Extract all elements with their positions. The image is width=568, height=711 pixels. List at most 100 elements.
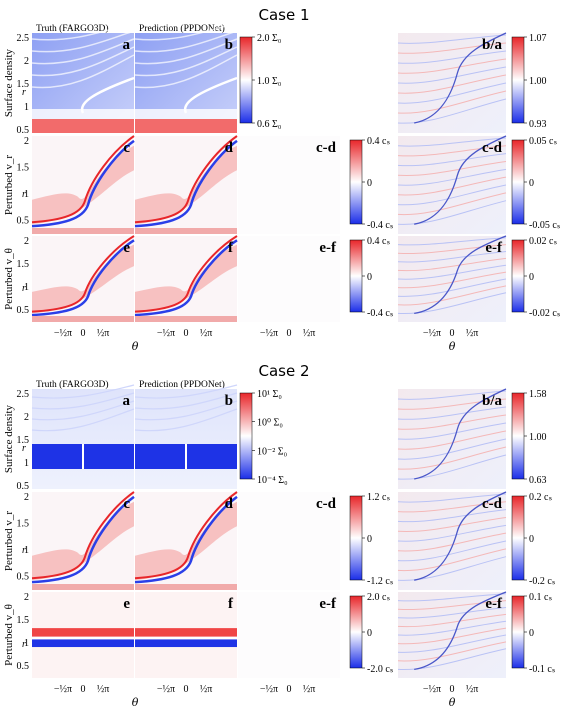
panel-letter: b/a xyxy=(482,393,503,409)
colorbar-tick-label: -2.0 cₛ xyxy=(367,664,394,675)
y-tick-label: 2 xyxy=(24,592,29,603)
panel-letter: f xyxy=(228,596,234,612)
spiral-arm xyxy=(31,54,135,89)
inner-band xyxy=(135,639,237,648)
error-streak xyxy=(397,192,507,216)
colorbar-tick-label: 0.2 cₛ xyxy=(529,492,552,503)
spiral-arm xyxy=(134,38,238,65)
error-streak xyxy=(397,34,507,44)
y-tick-label: 2 xyxy=(24,236,29,247)
error-streak xyxy=(397,237,507,246)
error-streak xyxy=(397,285,507,306)
error-spiral xyxy=(414,591,507,671)
spiral-arm xyxy=(31,400,135,421)
panel-letter: d xyxy=(225,140,234,156)
y-tick-label: 1.5 xyxy=(17,615,30,626)
row-2: Perturbed v_r r 2 1.5 1 0.5 c d c-d c-d 1.2 cₛ 0 -1.… xyxy=(3,491,556,590)
colorbar-tick-label: 0.02 cₛ xyxy=(529,236,557,247)
error-spiral xyxy=(414,135,507,225)
error-background xyxy=(238,492,340,590)
spiral-arm xyxy=(31,139,135,228)
y-tick-label: 2 xyxy=(24,412,29,423)
error-streak xyxy=(397,390,507,400)
outer-band xyxy=(32,628,134,637)
spiral-arm xyxy=(134,408,238,432)
spiral-arm xyxy=(31,392,135,410)
spiral-arm xyxy=(31,408,135,432)
x-tick-label: ½π xyxy=(200,328,213,339)
colorbar-tick-label: 0 xyxy=(529,534,534,545)
x-tick-label: −½π xyxy=(423,328,441,339)
case-title: Case 1 xyxy=(258,6,309,24)
error-streak xyxy=(397,593,507,602)
x-tick-label: 0 xyxy=(450,328,455,339)
colorbar-tick-label: 1.2 cₛ xyxy=(367,492,390,503)
spiral-arm xyxy=(31,135,135,224)
error-streak xyxy=(397,292,507,315)
error-streak xyxy=(397,556,507,581)
colorbar-tick-label: 0 xyxy=(529,272,534,283)
row-label: Perturbed v_θ xyxy=(3,604,15,666)
error-streak xyxy=(397,50,507,64)
panel-letter: d xyxy=(225,496,234,512)
y-axis-label: r xyxy=(22,283,26,294)
y-tick-label: 1 xyxy=(24,102,29,113)
y-tick-label: 2 xyxy=(24,492,29,503)
spiral-arm xyxy=(31,384,135,399)
x-tick-label: −½π xyxy=(157,328,175,339)
colorbar-tick-label: -0.02 cₛ xyxy=(529,308,561,319)
x-tick-label: ½π xyxy=(303,684,316,695)
error-streak xyxy=(397,406,507,420)
spiral-arm xyxy=(134,22,238,41)
colorbar-tick-label: -0.4 cₛ xyxy=(367,220,394,231)
y-tick-label: 1 xyxy=(24,458,29,469)
x-axis-label: θ xyxy=(449,340,456,353)
inner-edge xyxy=(32,228,134,234)
case-title: Case 2 xyxy=(258,362,309,380)
x-tick-label: 0 xyxy=(450,684,455,695)
colorbar xyxy=(239,392,253,480)
colorbar-tick-label: 10¹ Σ₀ xyxy=(257,389,282,400)
error-streak xyxy=(397,532,507,552)
panel-letter: b/a xyxy=(482,37,503,53)
error-streak xyxy=(397,200,507,225)
row-label: Perturbed v_θ xyxy=(3,248,15,310)
x-tick-label: 0 xyxy=(184,328,189,339)
column-title: Truth (FARGO3D) xyxy=(36,379,109,390)
ring-band xyxy=(135,119,237,133)
y-tick-label: 0.5 xyxy=(17,215,30,226)
colorbar xyxy=(511,595,525,669)
spiral-arm xyxy=(134,384,238,399)
x-axis-label: θ xyxy=(132,340,139,353)
panel-letter: e-f xyxy=(485,240,503,256)
error-streak xyxy=(397,176,507,196)
colorbar-tick-label: 2.0 cₛ xyxy=(367,592,390,603)
error-streak xyxy=(397,271,507,289)
inner-edge xyxy=(32,584,134,590)
gap-line xyxy=(135,636,237,640)
panel-letter: c xyxy=(123,496,130,512)
inner-edge xyxy=(135,228,237,234)
colorbar-tick-label: 0 xyxy=(367,628,372,639)
panel-letter: e-f xyxy=(319,596,337,612)
y-axis-label: r xyxy=(22,545,26,556)
panel-letter: b xyxy=(225,37,233,53)
colorbar-tick-label: 1.0 Σ₀ xyxy=(257,76,282,87)
spiral-arm xyxy=(134,491,238,580)
y-tick-label: 0.5 xyxy=(17,305,30,316)
row-3: Perturbed v_θ r 2 1.5 1 0.5 e f e-f e-f 2.0 cₛ 0 -2.… xyxy=(3,591,556,678)
spiral-arm xyxy=(31,46,135,77)
panel-letter: c-d xyxy=(316,496,337,512)
error-streak xyxy=(397,641,507,662)
x-tick-label: 0 xyxy=(287,328,292,339)
panel-letter: b xyxy=(225,393,233,409)
colorbar xyxy=(511,36,525,124)
error-streak xyxy=(397,509,507,523)
spiral-arm xyxy=(31,22,135,41)
spiral-arm xyxy=(31,491,135,580)
panel-letter: c-d xyxy=(482,140,503,156)
error-streak xyxy=(397,257,507,272)
colorbar xyxy=(239,36,253,124)
panel-letter: a xyxy=(123,37,131,53)
panel-letter: f xyxy=(228,240,234,256)
